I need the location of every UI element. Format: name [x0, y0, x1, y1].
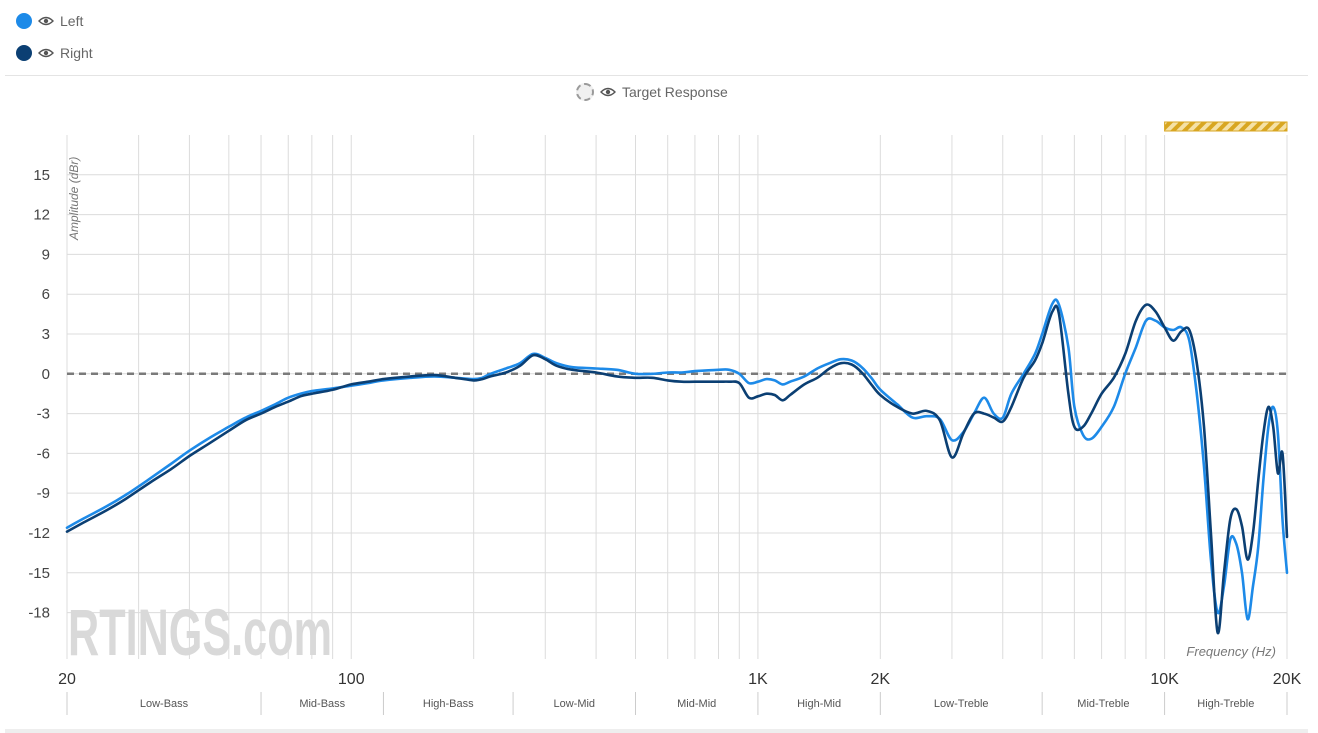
- y-tick-label: 3: [42, 326, 50, 343]
- x-tick-label: 10K: [1150, 671, 1179, 688]
- band-label: High-Treble: [1197, 698, 1254, 710]
- legend-left-label: Left: [60, 13, 84, 29]
- band-label: Mid-Mid: [677, 698, 716, 710]
- series-line-right: [65, 303, 1289, 635]
- left-color-dot: [16, 13, 32, 29]
- band-label: Low-Treble: [934, 698, 989, 710]
- right-color-dot: [16, 45, 32, 61]
- y-tick-label: 12: [33, 207, 50, 224]
- y-tick-label: -18: [28, 605, 50, 622]
- y-tick-label: 9: [42, 246, 50, 263]
- bottom-scrollbar-track: [5, 729, 1308, 733]
- legend-right[interactable]: Right: [16, 43, 93, 63]
- y-tick-label: 6: [42, 286, 50, 303]
- x-tick-label: 2K: [871, 671, 891, 688]
- watermark: RTINGS.com: [68, 595, 332, 669]
- legend-right-label: Right: [60, 45, 93, 61]
- y-tick-label: 0: [42, 366, 50, 383]
- y-tick-label: -3: [37, 406, 50, 423]
- x-tick-label: 20K: [1273, 671, 1302, 688]
- series-line-left: [65, 298, 1289, 621]
- band-label: High-Bass: [423, 698, 474, 710]
- target-response-dot: [576, 83, 594, 101]
- legend-target-response[interactable]: Target Response: [576, 82, 728, 102]
- eye-icon[interactable]: [38, 15, 54, 27]
- y-tick-label: -6: [37, 445, 50, 462]
- band-label: Low-Bass: [140, 698, 189, 710]
- legend-divider: [5, 75, 1308, 76]
- band-label: Mid-Treble: [1077, 698, 1129, 710]
- eye-icon[interactable]: [38, 47, 54, 59]
- band-label: Low-Mid: [553, 698, 595, 710]
- y-tick-label: -15: [28, 565, 50, 582]
- y-axis-title: Amplitude (dBr): [67, 157, 81, 241]
- band-label: Mid-Bass: [299, 698, 345, 710]
- x-tick-label: 100: [338, 671, 365, 688]
- eye-icon[interactable]: [600, 86, 616, 98]
- x-axis-title: Frequency (Hz): [1186, 644, 1276, 659]
- y-tick-label: 15: [33, 167, 50, 184]
- target-response-label: Target Response: [622, 84, 728, 100]
- band-label: High-Mid: [797, 698, 841, 710]
- legend-left[interactable]: Left: [16, 11, 83, 31]
- high-treble-highlight: [1164, 121, 1288, 132]
- y-tick-label: -12: [28, 525, 50, 542]
- x-tick-label: 20: [58, 671, 76, 688]
- x-tick-label: 1K: [748, 671, 768, 688]
- y-tick-label: -9: [37, 485, 50, 502]
